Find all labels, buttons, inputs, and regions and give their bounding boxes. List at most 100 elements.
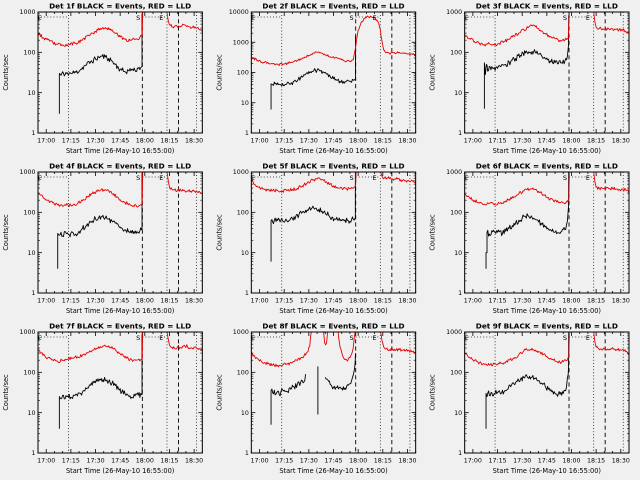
lld-curve (166, 12, 203, 32)
x-tick-label: 18:00 (136, 458, 154, 465)
x-tick-label: 17:00 (464, 458, 482, 465)
x-tick-label: 17:15 (488, 458, 506, 465)
y-tick-label: 1 (458, 130, 462, 137)
x-tick-label: 18:00 (562, 298, 580, 305)
panel-title: Det 1f BLACK = Events, RED = LLD (49, 2, 191, 11)
y-tick-label: 100 (23, 370, 35, 377)
x-tick-label: 18:15 (587, 138, 605, 145)
x-tick-label: 18:00 (562, 458, 580, 465)
y-tick-label: 1000 (19, 169, 35, 176)
y-tick-label: 1 (31, 130, 35, 137)
y-axis-label: Counts/sec (429, 214, 437, 251)
y-axis-label: Counts/sec (215, 374, 223, 411)
x-tick-label: 17:45 (111, 298, 129, 305)
x-tick-label: 17:30 (300, 298, 318, 305)
panel-det-8f: 17:00 17:15 17:30 17:45 18:00 18:15 18:30 1 10 10… (215, 322, 416, 476)
flag-letter-s: S (563, 174, 567, 182)
y-tick-label: 10 (454, 410, 462, 417)
x-axis-label: Start Time (26-May-10 16:55:00) (279, 147, 387, 155)
x-tick-label: 17:15 (62, 298, 80, 305)
x-axis-label: Start Time (26-May-10 16:55:00) (66, 307, 174, 315)
lld-curve (37, 331, 144, 363)
flag-letter-s: S (136, 334, 140, 342)
y-axis-label: Counts/sec (215, 214, 223, 251)
events-curve (58, 334, 143, 429)
flag-letter-e: E (159, 14, 163, 22)
x-tick-label: 17:15 (488, 138, 506, 145)
y-tick-label: 1 (458, 290, 462, 297)
panel-title: Det 3f BLACK = Events, RED = LLD (476, 2, 618, 11)
x-tick-label: 17:30 (300, 138, 318, 145)
flag-letter-e: E (159, 334, 163, 342)
x-tick-label: 18:30 (612, 138, 630, 145)
y-tick-label: 10 (27, 250, 35, 257)
y-tick-label: 1 (31, 290, 35, 297)
x-tick-label: 17:15 (488, 298, 506, 305)
plot-frame (250, 331, 417, 454)
y-tick-label: 100 (450, 210, 462, 217)
panel-det-5f: 17:00 17:15 17:30 17:45 18:00 18:15 18:30 1 10 10… (215, 162, 416, 316)
y-tick-label: 1 (458, 450, 462, 457)
y-axis-label: Counts/sec (429, 374, 437, 411)
y-tick-label: 1000 (446, 9, 462, 16)
y-tick-label: 10 (454, 250, 462, 257)
x-axis-label: Start Time (26-May-10 16:55:00) (66, 147, 174, 155)
x-axis-label: Start Time (26-May-10 16:55:00) (66, 467, 174, 475)
x-tick-label: 17:15 (275, 458, 293, 465)
x-tick-label: 17:00 (250, 298, 268, 305)
events-curve (485, 332, 570, 429)
flag-letter-e: E (586, 14, 590, 22)
y-tick-label: 10 (27, 90, 35, 97)
y-tick-label: 1 (245, 450, 249, 457)
flag-letter-s: S (350, 174, 354, 182)
y-tick-label: 100 (237, 70, 249, 77)
x-tick-label: 17:00 (464, 298, 482, 305)
x-tick-label: 17:30 (86, 458, 104, 465)
x-tick-label: 18:15 (374, 458, 392, 465)
y-tick-label: 100 (23, 50, 35, 57)
x-tick-label: 17:45 (324, 298, 342, 305)
plot-frame (464, 11, 630, 134)
x-tick-label: 17:45 (324, 138, 342, 145)
panel-det-6f: 17:00 17:15 17:30 17:45 18:00 18:15 18:30 1 10 10… (429, 162, 630, 316)
x-tick-label: 17:45 (538, 138, 556, 145)
x-axis-label: Start Time (26-May-10 16:55:00) (279, 307, 387, 315)
lld-curve (593, 331, 630, 355)
panel-det-4f: 17:00 17:15 17:30 17:45 18:00 18:15 18:30 1 10 10… (2, 162, 203, 316)
y-tick-label: 1 (245, 290, 249, 297)
flag-letter-s: S (563, 14, 567, 22)
y-tick-label: 10 (454, 90, 462, 97)
panel-det-2f: 17:00 17:15 17:30 17:45 18:00 18:15 18:30 1 10 10… (215, 2, 416, 156)
x-tick-label: 18:00 (136, 138, 154, 145)
x-tick-label: 17:00 (37, 138, 55, 145)
x-tick-label: 18:30 (612, 458, 630, 465)
x-tick-label: 18:15 (374, 138, 392, 145)
x-tick-label: 17:45 (111, 138, 129, 145)
x-tick-label: 17:45 (324, 458, 342, 465)
flag-letter-e: E (38, 334, 42, 342)
lld-curve (166, 171, 203, 195)
y-tick-label: 100 (450, 370, 462, 377)
y-tick-label: 1 (31, 450, 35, 457)
events-curve (485, 171, 570, 269)
x-tick-label: 17:30 (513, 458, 531, 465)
x-tick-label: 18:15 (587, 298, 605, 305)
flag-letter-s: S (136, 174, 140, 182)
x-tick-label: 18:30 (185, 138, 203, 145)
y-axis-label: Counts/sec (2, 214, 10, 251)
events-curve (324, 353, 356, 391)
flag-letter-e: E (373, 334, 377, 342)
y-tick-label: 1000 (19, 9, 35, 16)
y-tick-label: 10 (27, 410, 35, 417)
y-tick-label: 100 (450, 50, 462, 57)
x-tick-label: 18:00 (562, 138, 580, 145)
x-tick-label: 17:45 (111, 458, 129, 465)
flag-letter-s: S (350, 334, 354, 342)
panel-det-1f: 17:00 17:15 17:30 17:45 18:00 18:15 18:30 1 10 10… (2, 2, 203, 156)
x-tick-label: 18:00 (349, 138, 367, 145)
events-curve (483, 15, 570, 109)
x-tick-label: 18:15 (374, 298, 392, 305)
x-tick-label: 17:00 (37, 298, 55, 305)
flag-letter-e: E (586, 174, 590, 182)
